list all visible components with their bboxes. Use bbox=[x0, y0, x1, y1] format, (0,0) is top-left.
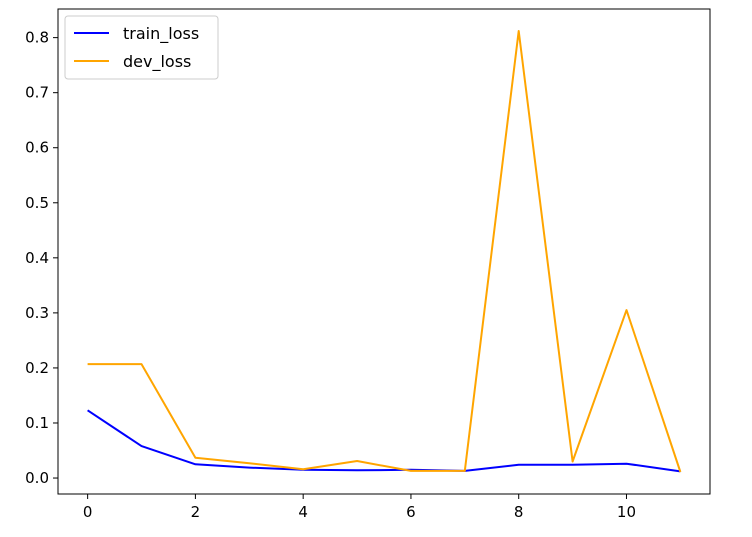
plot-frame bbox=[57, 8, 711, 495]
plot-background bbox=[58, 9, 710, 494]
y-tick-label: 0.8 bbox=[25, 29, 49, 47]
y-tick-label: 0.4 bbox=[25, 249, 49, 267]
legend-label-train_loss: train_loss bbox=[123, 24, 199, 44]
legend-label-dev_loss: dev_loss bbox=[123, 52, 191, 72]
y-tick-label: 0.6 bbox=[25, 139, 49, 157]
x-tick-label: 10 bbox=[617, 503, 636, 521]
x-tick-label: 2 bbox=[191, 503, 201, 521]
y-tick-label: 0.3 bbox=[25, 304, 49, 322]
x-tick-label: 0 bbox=[83, 503, 93, 521]
legend: train_loss dev_loss bbox=[64, 15, 219, 80]
axis-layer: 0 2 4 6 8 10 0.0 0.1 0.2 0.3 0.4 0.5 0.6 0.7 0.8 bbox=[25, 29, 636, 521]
y-tick-label: 0.1 bbox=[25, 414, 49, 432]
y-tick-label: 0.0 bbox=[25, 469, 49, 487]
x-tick-label: 8 bbox=[514, 503, 524, 521]
legend-box bbox=[64, 15, 219, 80]
series-line-dev_loss bbox=[87, 30, 682, 473]
x-tick-label: 6 bbox=[406, 503, 416, 521]
y-tick-label: 0.7 bbox=[25, 84, 49, 102]
series-layer bbox=[87, 30, 682, 473]
y-tick-label: 0.5 bbox=[25, 194, 49, 212]
y-tick-label: 0.2 bbox=[25, 359, 49, 377]
x-tick-label: 4 bbox=[298, 503, 308, 521]
series-line-train_loss bbox=[87, 409, 681, 473]
